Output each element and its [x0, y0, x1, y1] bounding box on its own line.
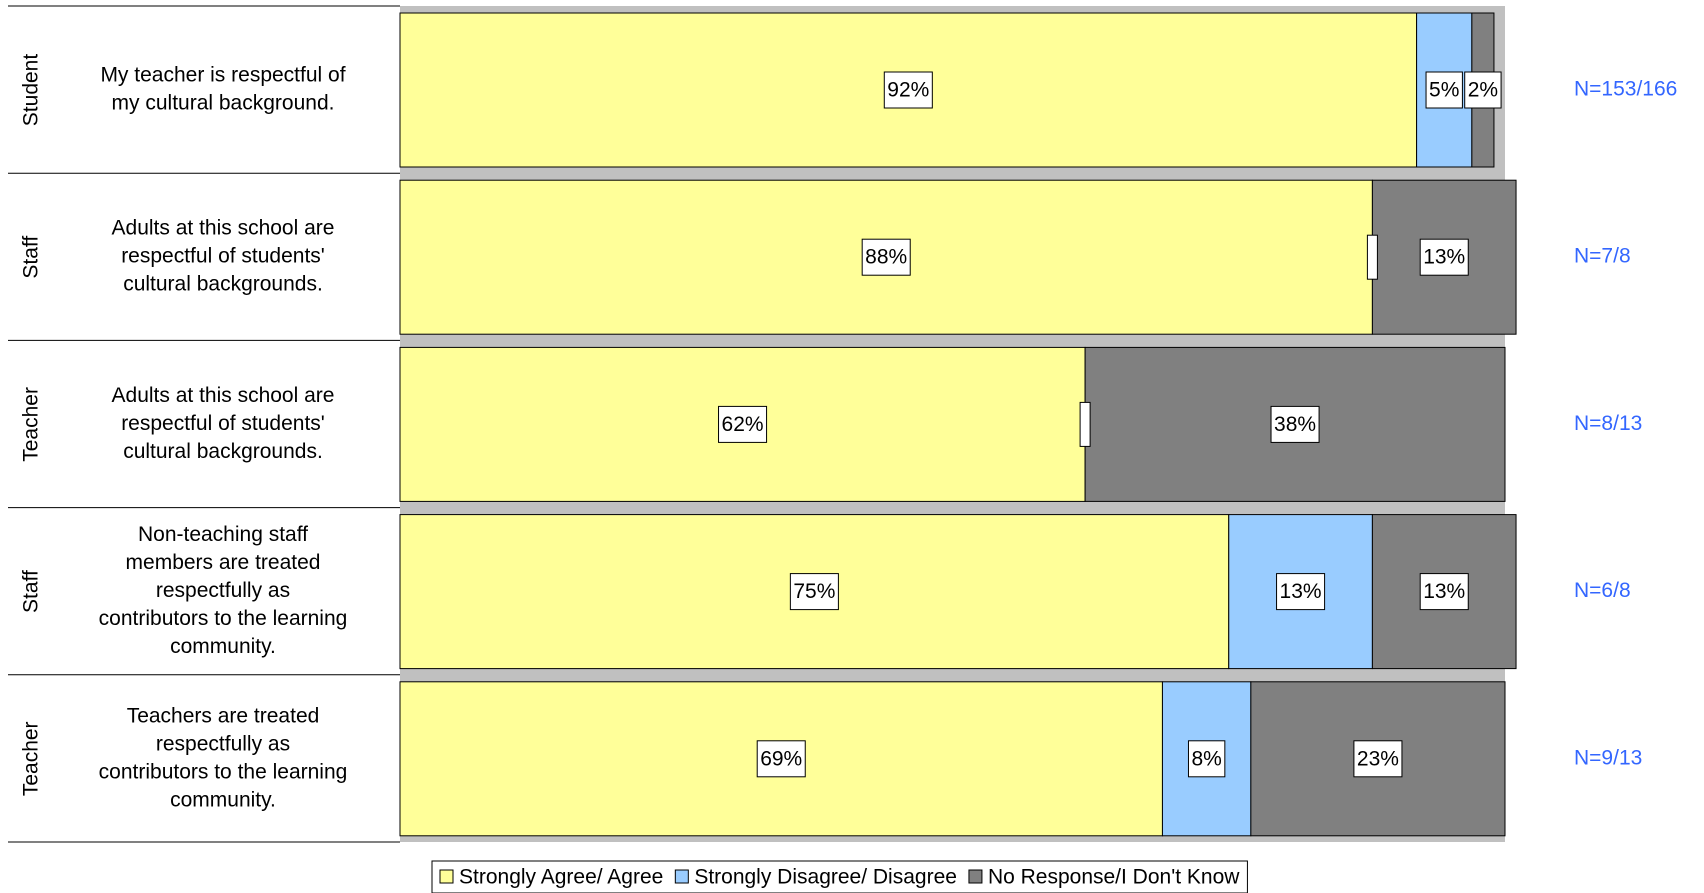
legend-swatch: [439, 869, 454, 884]
category-label: respectful of students': [121, 412, 325, 435]
legend-label: No Response/I Don't Know: [988, 866, 1240, 889]
n-label: N=153/166: [1574, 78, 1677, 101]
value-label: 13%: [1423, 246, 1465, 269]
category-label: Adults at this school are: [112, 384, 335, 407]
value-label: 92%: [887, 79, 929, 102]
value-label-box: [718, 405, 768, 443]
legend-label: Strongly Disagree/ Disagree: [694, 866, 957, 889]
value-label: 8%: [1191, 747, 1221, 770]
value-label-box: [1419, 573, 1469, 611]
category-label: respectfully as: [156, 732, 290, 755]
category-label: my cultural background.: [112, 92, 335, 115]
category-label: cultural backgrounds.: [123, 440, 323, 463]
value-label-box: [1366, 234, 1378, 280]
value-label-box: [1464, 71, 1502, 109]
value-label: 23%: [1357, 747, 1399, 770]
value-label-box: [1425, 71, 1463, 109]
category-label: Non-teaching staff: [138, 523, 308, 546]
value-label: 13%: [1280, 580, 1322, 603]
category-label: Adults at this school are: [112, 217, 335, 240]
category-label: cultural backgrounds.: [123, 273, 323, 296]
value-label: 75%: [793, 580, 835, 603]
value-label-box: [883, 71, 933, 109]
legend-box: [431, 860, 1248, 893]
legend-swatch: [674, 869, 689, 884]
group-label: Staff: [20, 570, 43, 613]
category-label: community.: [170, 788, 276, 811]
value-label-box: [1187, 740, 1226, 778]
value-label-box: [1270, 405, 1320, 443]
n-label: N=6/8: [1574, 579, 1631, 602]
n-label: N=9/13: [1574, 746, 1642, 769]
value-label: 2%: [1468, 79, 1498, 102]
category-label: Teachers are treated: [127, 704, 320, 727]
value-label-box: [1353, 740, 1403, 778]
category-label: My teacher is respectful of: [100, 64, 345, 87]
n-label: N=7/8: [1574, 245, 1631, 268]
value-label-box: [861, 238, 911, 276]
category-label: community.: [170, 635, 276, 658]
group-label: Teacher: [20, 721, 43, 796]
value-label-box: [1419, 238, 1469, 276]
category-label: contributors to the learning: [99, 760, 348, 783]
value-label-box: [1079, 401, 1091, 447]
value-label: 62%: [722, 413, 764, 436]
category-label: members are treated: [126, 551, 321, 574]
value-label: 5%: [1429, 79, 1459, 102]
value-label: 69%: [760, 747, 802, 770]
group-label: Student: [20, 54, 43, 127]
category-label: respectfully as: [156, 579, 290, 602]
value-label: 88%: [865, 246, 907, 269]
value-label-box: [756, 740, 806, 778]
legend-swatch: [968, 869, 983, 884]
category-label: contributors to the learning: [99, 607, 348, 630]
value-label: 38%: [1274, 413, 1316, 436]
value-label-box: [1276, 573, 1326, 611]
value-label: 13%: [1423, 580, 1465, 603]
value-label-box: [789, 573, 839, 611]
group-label: Staff: [20, 236, 43, 279]
category-label: respectful of students': [121, 245, 325, 268]
group-label: Teacher: [20, 387, 43, 462]
n-label: N=8/13: [1574, 412, 1642, 435]
legend-label: Strongly Agree/ Agree: [459, 866, 663, 889]
